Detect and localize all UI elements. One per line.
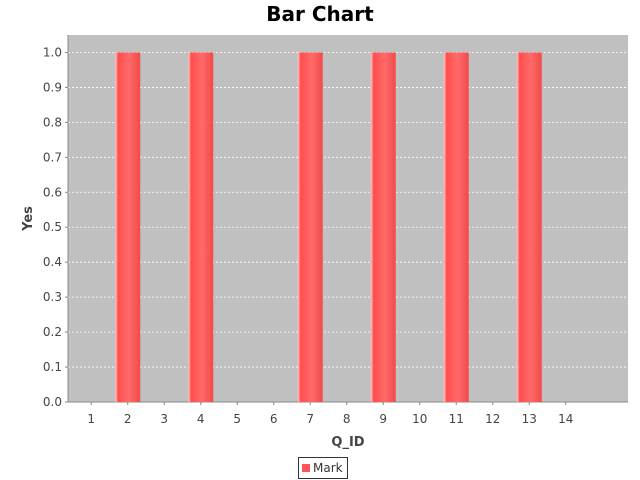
x-axis-label: Q_ID <box>331 435 364 450</box>
x-tick-label: 3 <box>160 412 168 426</box>
x-tick-label: 13 <box>522 412 537 426</box>
plot-area <box>68 35 628 402</box>
legend-label-mark: Mark <box>313 461 343 475</box>
x-tick-label: 5 <box>233 412 241 426</box>
y-tick-label: 0.3 <box>43 290 62 304</box>
x-tick-label: 11 <box>449 412 464 426</box>
x-tick-label: 9 <box>379 412 387 426</box>
x-tick-label: 8 <box>343 412 351 426</box>
y-tick-label: 1.0 <box>43 45 62 59</box>
x-tick-label: 7 <box>306 412 314 426</box>
bar-2 <box>115 52 141 402</box>
bar-11 <box>443 52 469 402</box>
x-tick-label: 2 <box>124 412 132 426</box>
y-tick-label: 0.9 <box>43 80 62 94</box>
x-tick-label: 12 <box>485 412 500 426</box>
y-tick-label: 0.0 <box>43 395 62 409</box>
bar-4 <box>188 52 214 402</box>
chart-title: Bar Chart <box>266 2 374 26</box>
y-tick-label: 0.8 <box>43 115 62 129</box>
bar-9 <box>370 52 396 402</box>
legend: Mark <box>298 457 348 479</box>
y-axis-label: Yes <box>21 206 36 232</box>
legend-swatch-mark <box>302 464 310 472</box>
y-tick-label: 0.1 <box>43 360 62 374</box>
x-tick-label: 4 <box>197 412 205 426</box>
y-tick-label: 0.7 <box>43 150 62 164</box>
x-tick-label: 6 <box>270 412 278 426</box>
y-tick-label: 0.2 <box>43 325 62 339</box>
bar-13 <box>516 52 542 402</box>
y-tick-label: 0.4 <box>43 255 62 269</box>
x-tick-label: 10 <box>412 412 427 426</box>
x-tick-label: 14 <box>558 412 573 426</box>
bar-7 <box>297 52 323 402</box>
y-tick-label: 0.6 <box>43 185 62 199</box>
y-tick-label: 0.5 <box>43 220 62 234</box>
x-tick-label: 1 <box>87 412 95 426</box>
